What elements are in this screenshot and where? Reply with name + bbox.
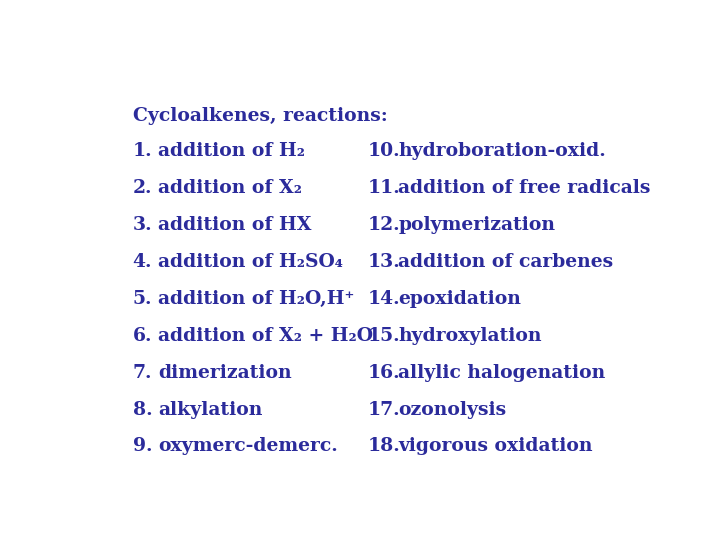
Text: 16.: 16.: [367, 363, 400, 382]
Text: 12.: 12.: [367, 215, 400, 234]
Text: 17.: 17.: [367, 401, 400, 418]
Text: epoxidation: epoxidation: [398, 289, 521, 308]
Text: addition of free radicals: addition of free radicals: [398, 179, 651, 197]
Text: addition of H₂: addition of H₂: [158, 142, 305, 160]
Text: 9.: 9.: [132, 437, 152, 455]
Text: addition of H₂O,H⁺: addition of H₂O,H⁺: [158, 289, 354, 308]
Text: addition of carbenes: addition of carbenes: [398, 253, 613, 271]
Text: allylic halogenation: allylic halogenation: [398, 363, 606, 382]
Text: 1.: 1.: [132, 142, 152, 160]
Text: 2.: 2.: [132, 179, 152, 197]
Text: oxymerc-demerc.: oxymerc-demerc.: [158, 437, 338, 455]
Text: 6.: 6.: [132, 327, 152, 345]
Text: alkylation: alkylation: [158, 401, 263, 418]
Text: hydroboration-oxid.: hydroboration-oxid.: [398, 142, 606, 160]
Text: ozonolysis: ozonolysis: [398, 401, 507, 418]
Text: 7.: 7.: [132, 363, 152, 382]
Text: 8.: 8.: [132, 401, 152, 418]
Text: 10.: 10.: [367, 142, 400, 160]
Text: 18.: 18.: [367, 437, 400, 455]
Text: 13.: 13.: [367, 253, 400, 271]
Text: polymerization: polymerization: [398, 215, 555, 234]
Text: vigorous oxidation: vigorous oxidation: [398, 437, 593, 455]
Text: addition of X₂: addition of X₂: [158, 179, 302, 197]
Text: addition of H₂SO₄: addition of H₂SO₄: [158, 253, 343, 271]
Text: dimerization: dimerization: [158, 363, 292, 382]
Text: 11.: 11.: [367, 179, 400, 197]
Text: 15.: 15.: [367, 327, 400, 345]
Text: 14.: 14.: [367, 289, 400, 308]
Text: hydroxylation: hydroxylation: [398, 327, 542, 345]
Text: addition of X₂ + H₂O: addition of X₂ + H₂O: [158, 327, 373, 345]
Text: 5.: 5.: [132, 289, 152, 308]
Text: addition of HX: addition of HX: [158, 215, 312, 234]
Text: 3.: 3.: [132, 215, 152, 234]
Text: Cycloalkenes, reactions:: Cycloalkenes, reactions:: [132, 107, 387, 125]
Text: 4.: 4.: [132, 253, 152, 271]
